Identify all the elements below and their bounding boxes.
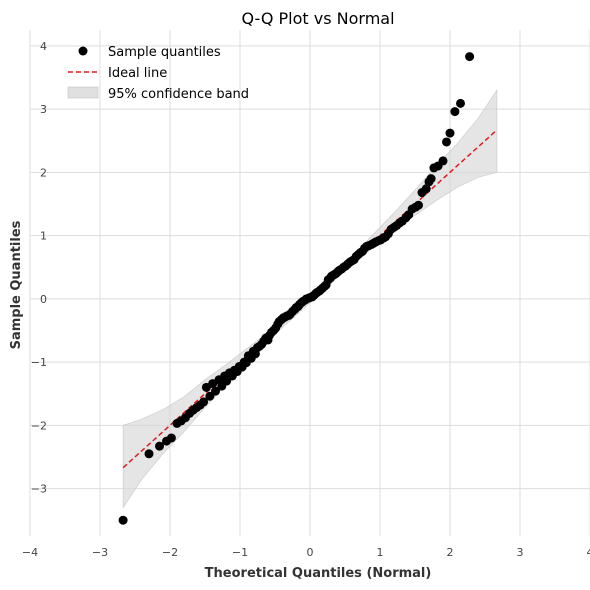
sample-point xyxy=(426,174,436,184)
x-tick-label: −1 xyxy=(232,546,248,559)
x-tick-label: 4 xyxy=(587,546,590,559)
x-axis-label: Theoretical Quantiles (Normal) xyxy=(205,566,432,581)
sample-points-layer xyxy=(118,52,475,525)
y-tick-label: 3 xyxy=(40,103,47,116)
y-tick-label: 4 xyxy=(40,40,47,53)
x-tick-label: 2 xyxy=(447,546,454,559)
sample-point xyxy=(456,98,465,108)
sample-point xyxy=(421,184,431,194)
legend-marker-sample-quantiles xyxy=(78,46,88,56)
y-tick-label: −2 xyxy=(31,419,47,432)
sample-point xyxy=(144,449,154,459)
sample-point xyxy=(442,137,451,147)
y-tick-label: −3 xyxy=(31,483,47,496)
y-axis-label: Sample Quantiles xyxy=(9,220,24,349)
x-tick-label: 1 xyxy=(377,546,384,559)
y-tick-label: 0 xyxy=(40,293,47,306)
sample-point xyxy=(199,397,209,407)
sample-point xyxy=(414,200,423,210)
sample-point xyxy=(118,515,128,525)
sample-point xyxy=(438,156,448,166)
chart-title: Q-Q Plot vs Normal xyxy=(241,9,394,28)
x-tick-label: −2 xyxy=(162,546,178,559)
tick-label-layer: −4 −3 −2 −1 0 1 2 3 4 −3 −2 −1 0 1 2 3 4 xyxy=(22,40,590,559)
x-tick-label: 3 xyxy=(517,546,524,559)
sample-point xyxy=(211,386,220,396)
sample-point xyxy=(166,433,176,443)
x-tick-label: 0 xyxy=(307,546,314,559)
y-tick-label: 1 xyxy=(40,230,47,243)
x-tick-label: −4 xyxy=(22,546,38,559)
x-tick-label: −3 xyxy=(92,546,108,559)
sample-point xyxy=(445,128,455,138)
y-tick-label: −1 xyxy=(31,356,47,369)
legend-label-confidence-band: 95% confidence band xyxy=(108,87,249,102)
sample-point xyxy=(465,52,475,62)
sample-point xyxy=(155,441,164,451)
legend-label-ideal-line: Ideal line xyxy=(108,66,167,81)
legend: Sample quantiles Ideal line 95% confiden… xyxy=(67,45,249,102)
legend-label-sample-quantiles: Sample quantiles xyxy=(108,45,221,60)
legend-marker-confidence-band xyxy=(67,86,99,99)
sample-point xyxy=(450,107,460,117)
y-tick-label: 2 xyxy=(40,166,47,179)
